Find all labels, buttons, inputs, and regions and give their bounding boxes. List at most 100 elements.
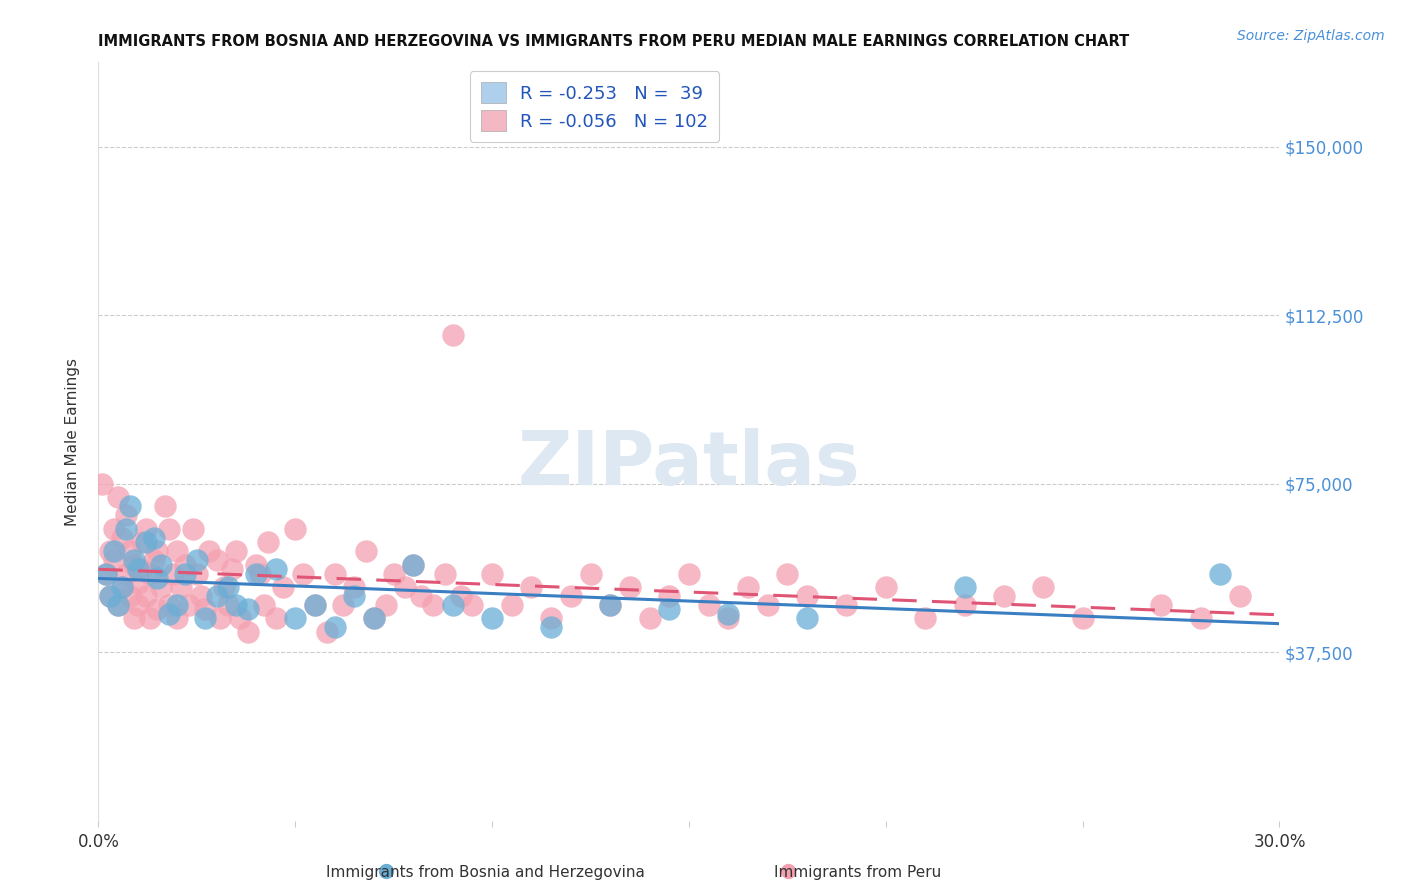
- Point: [197, 544, 219, 558]
- Point: [111, 580, 134, 594]
- Point: [181, 522, 204, 536]
- Point: [217, 580, 239, 594]
- Point: [111, 531, 134, 545]
- Point: [256, 535, 278, 549]
- Point: [441, 598, 464, 612]
- Point: [103, 553, 125, 567]
- Point: [697, 598, 720, 612]
- Point: [135, 522, 157, 536]
- Point: [157, 598, 180, 612]
- Point: [205, 589, 228, 603]
- Point: [678, 566, 700, 581]
- Point: [174, 558, 197, 572]
- Point: [737, 580, 759, 594]
- Point: [177, 598, 200, 612]
- Point: [1032, 580, 1054, 594]
- Point: [717, 607, 740, 621]
- Point: [118, 499, 141, 513]
- Point: [166, 611, 188, 625]
- Point: [217, 598, 239, 612]
- Point: [253, 598, 276, 612]
- Point: [150, 580, 173, 594]
- Point: [481, 566, 503, 581]
- Point: [229, 611, 252, 625]
- Point: [98, 544, 121, 558]
- Point: [162, 566, 184, 581]
- Point: [194, 602, 217, 616]
- Point: [135, 589, 157, 603]
- Point: [205, 553, 228, 567]
- Point: [146, 602, 169, 616]
- Point: [540, 620, 562, 634]
- Point: [1150, 598, 1173, 612]
- Point: [174, 566, 197, 581]
- Point: [166, 598, 188, 612]
- Point: [441, 328, 464, 343]
- Point: [142, 531, 165, 545]
- Point: [433, 566, 456, 581]
- Point: [304, 598, 326, 612]
- Y-axis label: Median Male Earnings: Median Male Earnings: [65, 358, 80, 525]
- Point: [236, 602, 259, 616]
- Point: [1071, 611, 1094, 625]
- Point: [638, 611, 661, 625]
- Point: [332, 598, 354, 612]
- Point: [796, 589, 818, 603]
- Point: [315, 624, 337, 639]
- Point: [776, 566, 799, 581]
- Point: [138, 611, 160, 625]
- Point: [157, 607, 180, 621]
- Point: [98, 589, 121, 603]
- Point: [111, 580, 134, 594]
- Point: [127, 575, 149, 590]
- Point: [138, 566, 160, 581]
- Point: [264, 611, 287, 625]
- Point: [245, 566, 267, 581]
- Point: [131, 562, 153, 576]
- Point: [155, 499, 177, 513]
- Point: [520, 580, 543, 594]
- Point: [875, 580, 897, 594]
- Point: [394, 580, 416, 594]
- Point: [166, 544, 188, 558]
- Point: [717, 611, 740, 625]
- Point: [914, 611, 936, 625]
- Point: [225, 598, 247, 612]
- Point: [540, 611, 562, 625]
- Point: [107, 490, 129, 504]
- Point: [214, 580, 236, 594]
- Point: [343, 580, 366, 594]
- Text: ZIPatlas: ZIPatlas: [517, 428, 860, 500]
- Point: [374, 598, 396, 612]
- Point: [146, 571, 169, 585]
- Point: [560, 589, 582, 603]
- Point: [221, 562, 243, 576]
- Point: [481, 611, 503, 625]
- Point: [304, 598, 326, 612]
- Point: [343, 589, 366, 603]
- Point: [135, 535, 157, 549]
- Point: [993, 589, 1015, 603]
- Point: [96, 566, 118, 581]
- Point: [1229, 589, 1251, 603]
- Text: Immigrants from Bosnia and Herzegovina: Immigrants from Bosnia and Herzegovina: [326, 865, 644, 880]
- Point: [115, 522, 138, 536]
- Point: [98, 589, 121, 603]
- Point: [122, 611, 145, 625]
- Point: [225, 544, 247, 558]
- Point: [91, 476, 114, 491]
- Point: [245, 558, 267, 572]
- Point: [157, 522, 180, 536]
- Point: [103, 544, 125, 558]
- Point: [122, 553, 145, 567]
- Point: [579, 566, 602, 581]
- Point: [461, 598, 484, 612]
- Point: [96, 566, 118, 581]
- Point: [194, 611, 217, 625]
- Point: [115, 566, 138, 581]
- Point: [131, 535, 153, 549]
- Point: [122, 558, 145, 572]
- Point: [150, 558, 173, 572]
- Point: [835, 598, 858, 612]
- Point: [658, 589, 681, 603]
